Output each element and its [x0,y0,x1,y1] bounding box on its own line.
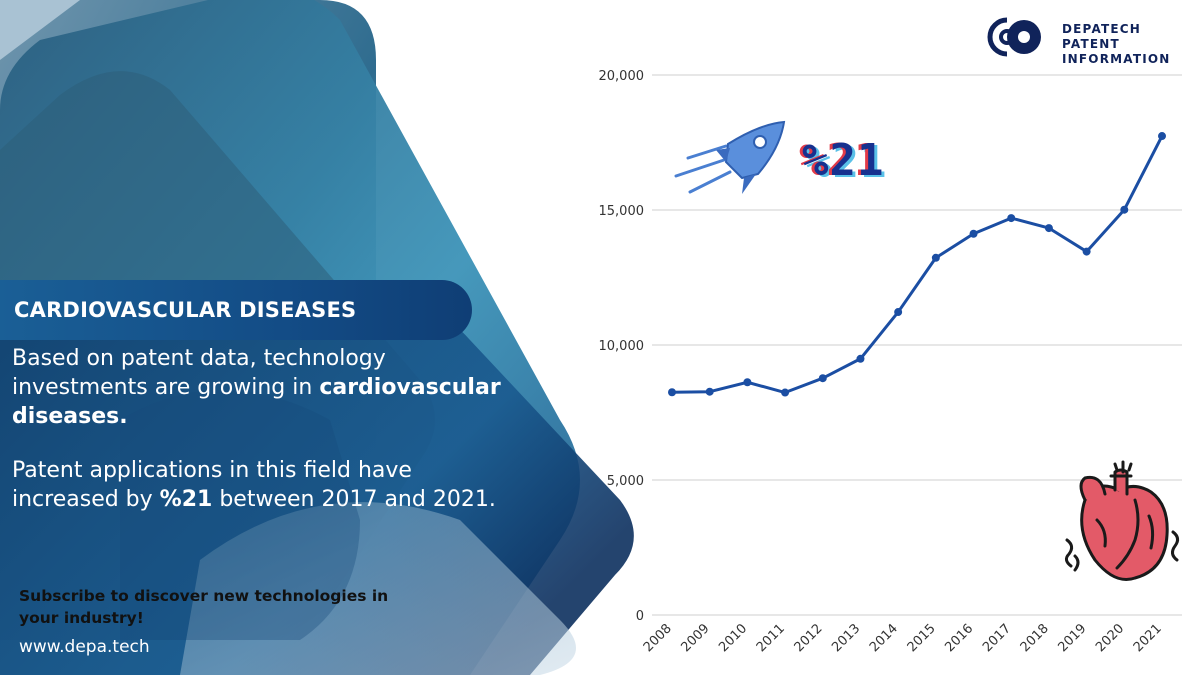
data-point [1082,247,1091,256]
heart-icon [1064,460,1180,581]
x-tick-label: 2012 [792,621,826,655]
logo-line-2: INFORMATION [1062,52,1171,66]
paragraph-increase-tail: between 2017 and 2021. [212,487,496,512]
x-tick-label: 2018 [1018,621,1052,655]
logo-text: DEPATECH PATENT INFORMATION [1062,22,1200,67]
x-tick-label: 2016 [942,621,976,655]
data-point [1158,132,1166,141]
y-tick-label: 10,000 [599,339,645,354]
data-point [1044,224,1053,233]
data-point [1007,214,1016,223]
paragraph-increase: Patent applications in this field have i… [12,456,512,514]
data-point [969,229,978,238]
paragraph-increase-lead: Patent applications in this field have i… [12,458,412,512]
x-tick-label: 2014 [867,621,901,655]
patent-line-chart: 0 5,000 10,000 15,000 20,000 2008 2009 2010 2011… [599,69,1182,655]
x-tick-label: 2019 [1055,621,1089,655]
title-banner [0,280,472,340]
x-tick-label: 2010 [716,621,750,655]
banner-title: CARDIOVASCULAR DISEASES [14,298,357,322]
paragraph-growth-bold: cardiovascular diseases. [12,375,501,429]
y-tick-label: 5,000 [607,474,644,489]
website-link[interactable]: www.depa.tech [19,637,150,657]
rocket-icon [674,120,786,194]
y-tick-label: 0 [636,609,644,624]
data-point [856,354,865,363]
series-line [671,135,1164,395]
y-tick-label: 15,000 [599,204,645,219]
x-tick-label: 2013 [829,621,863,655]
data-point [705,387,714,396]
data-point [781,388,790,397]
growth-badge: %21 [802,135,885,186]
x-tick-label: 2020 [1093,621,1127,655]
x-tick-label: 2015 [905,621,939,655]
logo-line-1: DEPATECH PATENT [1062,22,1142,51]
paragraph-growth: Based on patent data, technology investm… [12,344,512,431]
subscribe-text: Subscribe to discover new technologies i… [19,587,389,627]
x-tick-label: 2011 [754,621,788,655]
data-point [931,253,940,262]
data-point [818,374,827,383]
y-tick-label: 20,000 [599,69,645,84]
data-point [1120,205,1129,214]
x-tick-label: 2017 [980,621,1014,655]
x-tick-label: 2009 [679,621,713,655]
data-point [668,388,676,397]
paragraph-growth-lead: Based on patent data, technology investm… [12,346,386,400]
data-point [743,378,752,387]
x-tick-label: 2008 [641,621,675,655]
depatech-logo-icon [987,17,1041,57]
paragraph-increase-bold: %21 [159,487,213,512]
data-point [894,308,903,317]
x-tick-label: 2021 [1131,621,1165,655]
